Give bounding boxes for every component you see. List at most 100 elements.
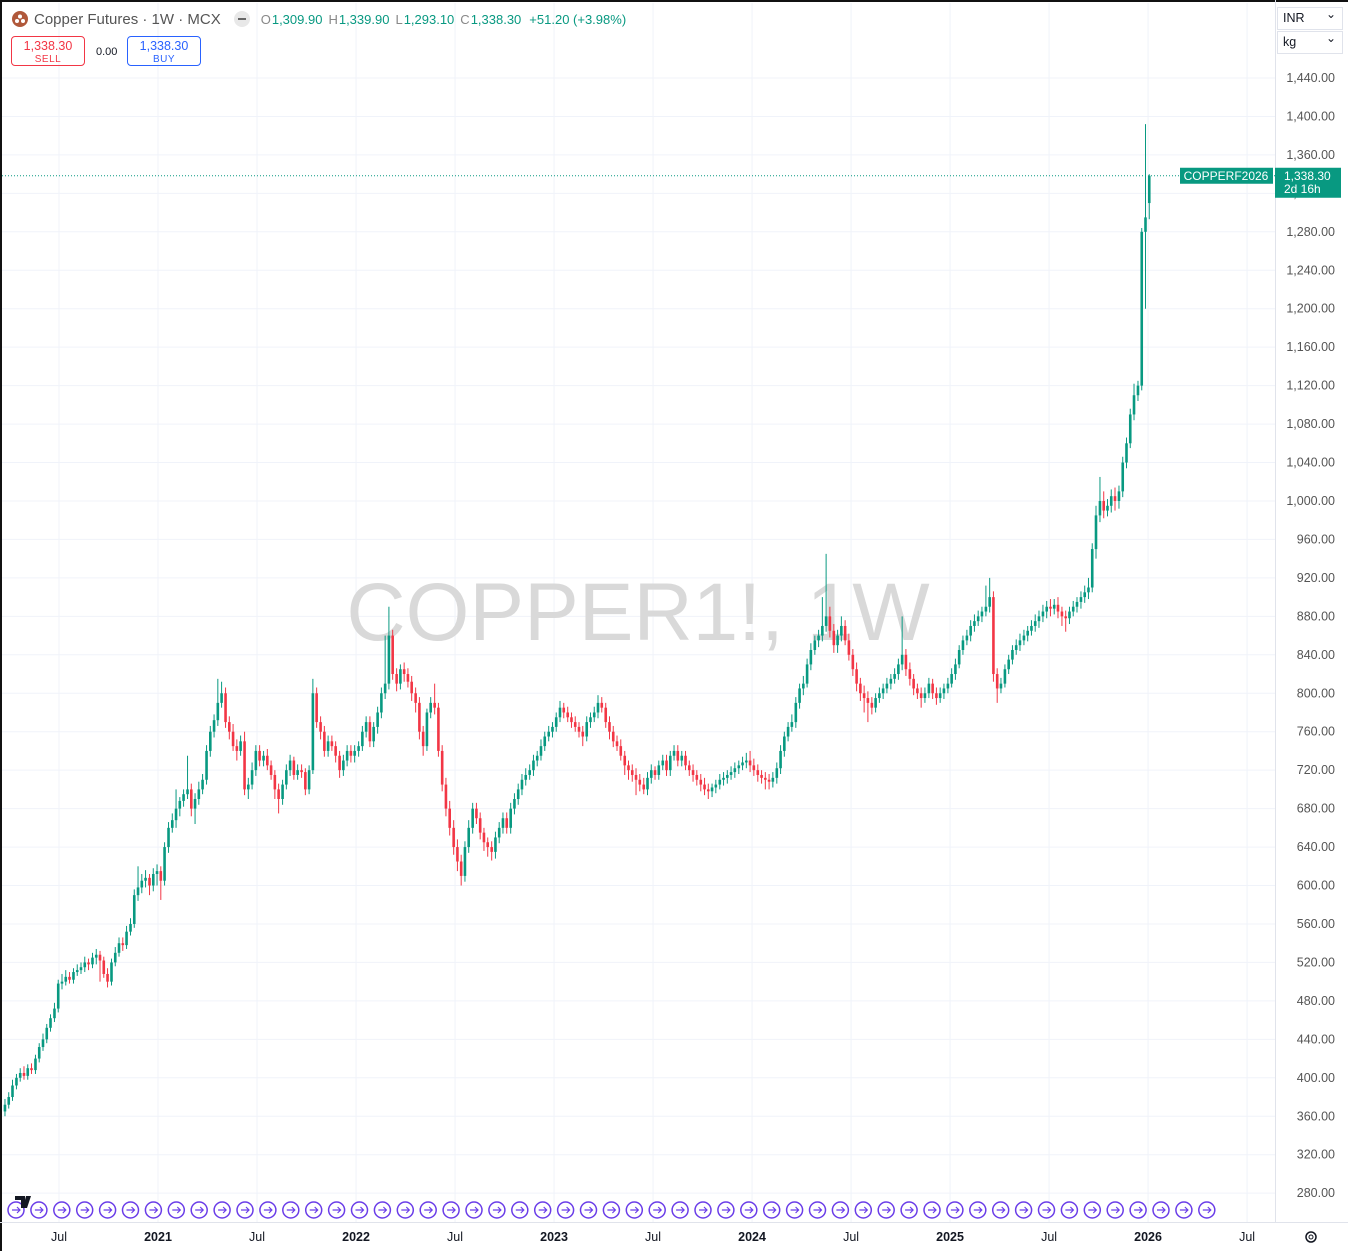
candle-body xyxy=(376,712,379,727)
event-icon xyxy=(1065,1206,1075,1214)
candle-body xyxy=(589,717,592,723)
event-icon xyxy=(172,1206,182,1214)
candle-body xyxy=(440,750,444,785)
candle-body xyxy=(266,755,269,766)
candle-body xyxy=(1098,500,1102,516)
event-icon xyxy=(515,1206,525,1214)
candle-body xyxy=(912,678,915,689)
candle-body xyxy=(494,837,497,852)
candle-body xyxy=(615,741,619,747)
candle-body xyxy=(60,981,64,984)
candle-body xyxy=(916,688,919,694)
event-icon xyxy=(447,1206,456,1214)
event-icon xyxy=(286,1206,296,1214)
candle-body xyxy=(790,722,794,727)
event-icon xyxy=(57,1206,67,1214)
candle-body xyxy=(771,777,775,782)
event-icon xyxy=(584,1206,594,1214)
candle-body xyxy=(684,755,687,766)
candle-body xyxy=(1083,592,1087,598)
candle-body xyxy=(748,760,752,766)
candle-body xyxy=(1033,621,1037,626)
unit-select[interactable]: kg xyxy=(1277,28,1343,54)
legend-key: L xyxy=(395,12,403,27)
x-tick-label: Jul xyxy=(447,1230,463,1244)
candle-body xyxy=(874,698,877,708)
candle-body xyxy=(307,770,311,790)
candle-body xyxy=(988,597,991,607)
candle-body xyxy=(121,943,125,946)
buy-button[interactable]: 1,338.30 BUY xyxy=(127,36,201,66)
candle-body xyxy=(1007,659,1010,670)
candle-body xyxy=(592,712,596,718)
candle-body xyxy=(64,976,68,982)
candle-body xyxy=(627,765,630,771)
candle-body xyxy=(718,779,722,785)
candle-body xyxy=(1087,587,1090,593)
event-icon xyxy=(218,1206,227,1214)
candle-body xyxy=(706,789,710,792)
candle-body xyxy=(509,808,512,828)
event-icon xyxy=(1088,1206,1098,1214)
candle-body xyxy=(824,616,828,626)
settings-icon[interactable] xyxy=(1305,1231,1317,1243)
candle-body xyxy=(843,625,847,641)
candle-body xyxy=(30,1068,33,1071)
candle-body xyxy=(288,760,292,771)
candle-body xyxy=(893,674,896,679)
candle-body xyxy=(338,755,341,771)
sell-button[interactable]: 1,338.30 SELL xyxy=(11,36,85,66)
candle-body xyxy=(11,1085,14,1098)
candle-body xyxy=(304,772,307,790)
legend-value: 1,339.90 xyxy=(338,12,390,27)
candle-body xyxy=(372,726,375,742)
y-tick-label: 840.00 xyxy=(1297,648,1335,662)
candle-body xyxy=(596,702,600,713)
candle-body xyxy=(756,770,760,775)
candle-body xyxy=(296,770,299,775)
candle-body xyxy=(277,789,280,800)
candle-body xyxy=(357,746,360,751)
candle-body xyxy=(79,967,83,971)
candle-body xyxy=(551,726,554,732)
candle-body xyxy=(209,731,212,751)
tv-logo xyxy=(15,1196,31,1208)
candle-body xyxy=(364,722,368,732)
candle-body xyxy=(889,678,893,684)
candle-body xyxy=(729,772,733,775)
candle-body xyxy=(220,693,223,703)
currency-select[interactable]: INR xyxy=(1277,4,1343,30)
event-icon xyxy=(607,1206,617,1214)
candle-body xyxy=(786,726,790,737)
candle-body xyxy=(311,693,315,771)
candle-body xyxy=(859,683,862,694)
candle-body xyxy=(897,664,900,675)
y-tick-label: 480.00 xyxy=(1297,994,1335,1008)
candle-body xyxy=(923,693,927,699)
event-icon xyxy=(653,1206,663,1214)
candle-body xyxy=(1041,611,1045,617)
symbol-label-bg xyxy=(1180,167,1273,184)
event-icon xyxy=(1019,1206,1029,1214)
hide-button[interactable] xyxy=(233,10,251,28)
y-tick-label: 600.00 xyxy=(1297,879,1335,893)
candle-body xyxy=(691,770,695,775)
candle-body xyxy=(258,750,261,761)
event-icon xyxy=(905,1206,914,1214)
event-icon xyxy=(34,1206,44,1214)
grid xyxy=(2,3,1275,1222)
countdown-label: 2d 16h xyxy=(1284,182,1321,196)
price-label-bg xyxy=(1275,167,1341,198)
candle-body xyxy=(532,760,535,771)
candle-body xyxy=(45,1027,49,1040)
candle-body xyxy=(444,784,448,809)
candle-body xyxy=(26,1068,30,1076)
event-icon xyxy=(470,1206,479,1214)
x-tick-label: 2026 xyxy=(1134,1230,1162,1244)
candle-body xyxy=(646,777,649,790)
symbol-title[interactable]: Copper Futures · 1W · MCX xyxy=(34,10,221,28)
candle-body xyxy=(349,750,353,756)
event-icon xyxy=(309,1206,319,1214)
candle-body xyxy=(931,683,934,694)
candle-body xyxy=(353,750,356,756)
